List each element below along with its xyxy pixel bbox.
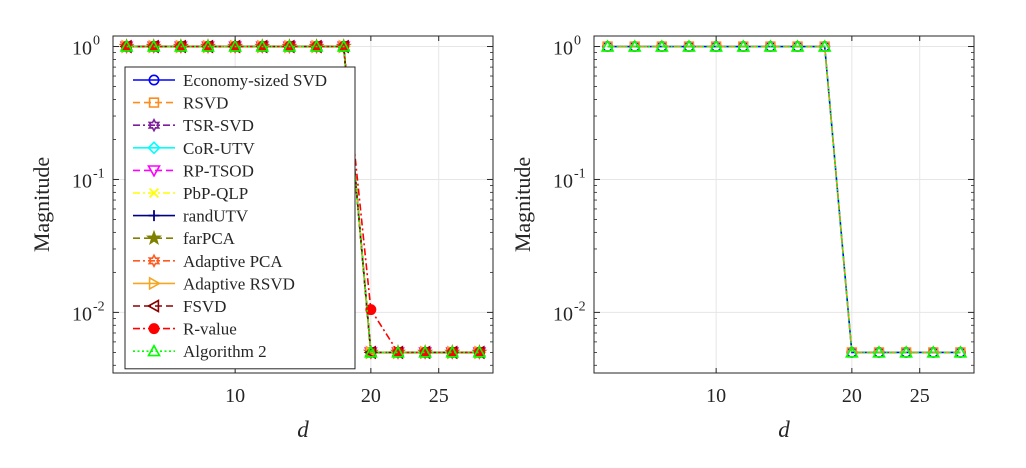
y-tick-exponent: 0 <box>574 34 581 49</box>
legend-label: farPCA <box>183 229 236 248</box>
legend-label: Adaptive RSVD <box>183 274 295 293</box>
x-tick-label: 25 <box>910 385 930 407</box>
y-axis-label: Magnitude <box>510 157 535 252</box>
x-tick-label: 20 <box>361 385 381 407</box>
legend-label: FSVD <box>183 297 226 316</box>
y-tick-label: 10 <box>553 38 573 60</box>
x-tick-label: 10 <box>706 385 726 407</box>
legend-label: TSR-SVD <box>183 116 254 135</box>
legend-label: Algorithm 2 <box>183 342 267 361</box>
y-tick-exponent: -2 <box>93 299 105 314</box>
legend-label: Adaptive PCA <box>183 252 283 271</box>
legend: Economy-sized SVD RSVD TSR-SVD CoR-UTV RP-TS… <box>125 67 355 369</box>
x-tick-label: 10 <box>225 385 245 407</box>
legend-label: R-value <box>183 320 237 339</box>
x-axis-label: d <box>297 417 309 442</box>
y-tick-exponent: 0 <box>93 34 100 49</box>
y-tick-label: 10 <box>72 38 92 60</box>
plot-area <box>594 36 974 373</box>
legend-label: RSVD <box>183 94 228 113</box>
legend-marker <box>149 324 158 333</box>
figure: 10 20 2510010-110 -2dMagnitudeEconomy-sized… <box>0 0 1026 468</box>
y-tick-exponent: -1 <box>93 166 105 181</box>
y-tick-label: 10 <box>553 303 573 325</box>
legend-label: PbP-QLP <box>183 184 248 203</box>
legend-label: RP-TSOD <box>183 161 254 180</box>
legend-label: randUTV <box>183 207 249 226</box>
y-tick-label: 10 <box>553 170 573 192</box>
legend-label: Economy-sized SVD <box>183 71 327 90</box>
x-axis-label: d <box>778 417 790 442</box>
y-tick-label: 10 <box>72 303 92 325</box>
x-tick-label: 20 <box>842 385 862 407</box>
legend-label: CoR-UTV <box>183 139 256 158</box>
x-tick-label: 25 <box>429 385 449 407</box>
y-tick-exponent: -1 <box>574 166 586 181</box>
y-tick-label: 10 <box>72 170 92 192</box>
data-point <box>366 305 375 314</box>
y-axis-label: Magnitude <box>29 157 54 252</box>
y-tick-exponent: -2 <box>574 299 586 314</box>
